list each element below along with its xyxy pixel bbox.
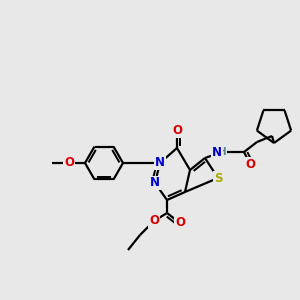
Text: O: O (172, 124, 182, 137)
Text: O: O (245, 158, 255, 170)
Text: O: O (149, 214, 159, 227)
Text: S: S (214, 172, 222, 184)
Text: N: N (212, 146, 222, 158)
Text: H: H (218, 147, 226, 157)
Text: O: O (64, 157, 74, 169)
Text: N: N (150, 176, 160, 190)
Text: N: N (155, 157, 165, 169)
Text: O: O (175, 217, 185, 230)
